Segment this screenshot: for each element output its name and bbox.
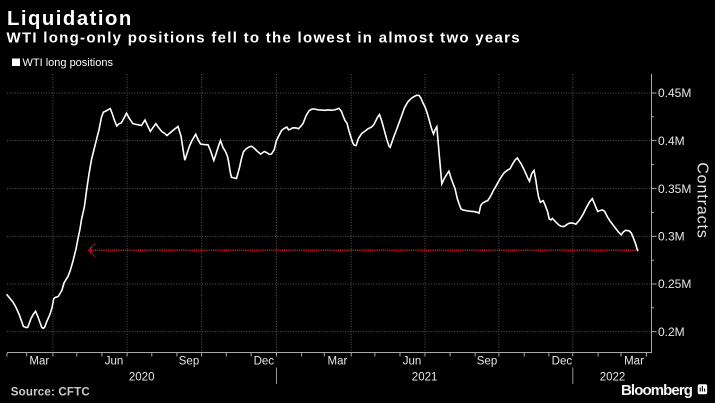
svg-text:2022: 2022 (600, 371, 626, 383)
svg-text:WTI long-only positions fell t: WTI long-only positions fell to the lowe… (7, 30, 521, 47)
svg-text:0.3M: 0.3M (658, 230, 685, 244)
svg-text:Sep: Sep (179, 356, 199, 368)
svg-text:Liquidation: Liquidation (7, 8, 133, 30)
svg-text:Contracts: Contracts (693, 162, 710, 239)
svg-text:2021: 2021 (412, 371, 438, 383)
svg-text:Dec: Dec (254, 356, 275, 368)
svg-text:Dec: Dec (552, 356, 573, 368)
svg-text:Mar: Mar (29, 356, 49, 368)
svg-text:Mar: Mar (624, 356, 644, 368)
svg-text:0.35M: 0.35M (658, 182, 691, 196)
svg-text:2020: 2020 (129, 371, 155, 383)
svg-text:Source: CFTC: Source: CFTC (11, 387, 90, 399)
svg-text:0.4M: 0.4M (658, 134, 685, 148)
svg-text:Jun: Jun (105, 356, 124, 368)
svg-text:WTI long positions: WTI long positions (23, 57, 114, 69)
svg-text:Mar: Mar (327, 356, 347, 368)
svg-text:Sep: Sep (477, 356, 497, 368)
svg-text:0.25M: 0.25M (658, 277, 691, 291)
svg-text:0.45M: 0.45M (658, 86, 691, 100)
svg-text:Bloomberg: Bloomberg (621, 382, 693, 399)
svg-text:0.2M: 0.2M (658, 325, 685, 339)
svg-text:Jun: Jun (403, 356, 422, 368)
